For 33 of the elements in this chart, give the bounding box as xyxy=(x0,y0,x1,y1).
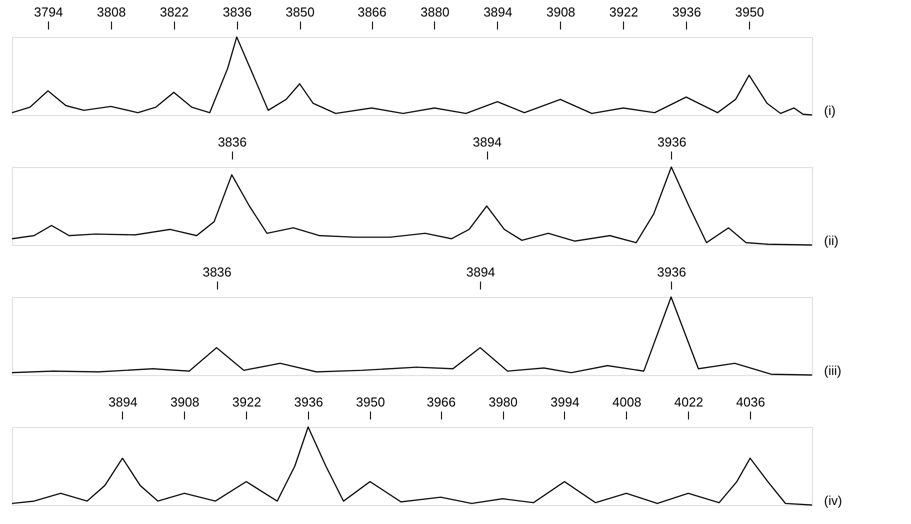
x-tick-label: 3908 xyxy=(546,4,576,20)
x-tick-label: 3950 xyxy=(735,4,764,20)
x-tick-label: 4008 xyxy=(612,394,642,410)
x-tick-label: 3866 xyxy=(358,4,387,20)
x-tick-label: 3880 xyxy=(420,4,450,20)
text: (iii) xyxy=(824,363,842,378)
x-tick-label: 3936 xyxy=(294,394,324,410)
x-tick-label: 3808 xyxy=(96,4,126,20)
x-tick-label: 3836 xyxy=(222,4,252,20)
x-tick-label: 3836 xyxy=(202,264,232,280)
x-tick-label: 3836 xyxy=(218,134,247,150)
x-tick-label: 3966 xyxy=(426,394,456,410)
x-tick-label: 3936 xyxy=(657,134,686,150)
x-tick-label: 3894 xyxy=(483,4,512,20)
x-tick-label: 3894 xyxy=(108,394,138,410)
x-tick-label: 3794 xyxy=(34,4,63,20)
x-tick-label: 4036 xyxy=(736,394,766,410)
x-tick-label: 3994 xyxy=(550,394,580,410)
x-tick-label: 3850 xyxy=(286,4,315,20)
x-tick-label: 4022 xyxy=(674,394,704,410)
x-tick-label: 3908 xyxy=(170,394,200,410)
x-tick-label: 3822 xyxy=(160,4,189,20)
x-tick-label: 3980 xyxy=(488,394,518,410)
x-tick-label: 3922 xyxy=(232,394,262,410)
x-tick-label: 3936 xyxy=(657,264,686,280)
text: (i) xyxy=(824,103,836,118)
text: (iv) xyxy=(824,493,842,508)
text: (ii) xyxy=(824,233,838,248)
x-tick-label: 3950 xyxy=(356,394,385,410)
x-tick-label: 3936 xyxy=(672,4,702,20)
x-tick-label: 3894 xyxy=(466,264,496,280)
x-tick-label: 3922 xyxy=(609,4,638,20)
x-tick-label: 3894 xyxy=(472,134,502,150)
